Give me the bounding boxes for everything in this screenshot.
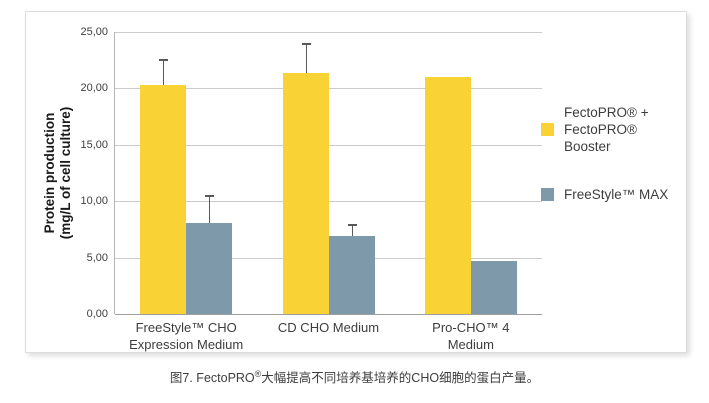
y-tick-label: 20,00: [80, 82, 108, 95]
y-axis-title: Protein production (mg/L of cell culture…: [42, 107, 74, 240]
bar-series1: [424, 77, 471, 314]
error-bar-line: [305, 44, 307, 73]
x-tick-label: FreeStyle™ CHO Expression Medium: [129, 320, 244, 352]
y-tick-label: 25,00: [80, 26, 108, 38]
legend-label: FreeStyle™ MAX: [564, 187, 669, 202]
y-tick-label: 15,00: [80, 138, 108, 151]
error-bar-line: [209, 195, 211, 223]
y-axis-title-line1: Protein production: [42, 112, 57, 234]
legend-swatch: [541, 188, 554, 201]
x-tick-label: Pro-CHO™ 4 Medium: [432, 320, 510, 352]
bar-series1: [282, 72, 329, 314]
gridline: [115, 201, 542, 203]
bar-series1: [140, 85, 187, 314]
legend-label: FectoPRO® + FectoPRO® Booster: [564, 105, 649, 154]
gridline: [115, 314, 542, 315]
bar-series2: [186, 222, 233, 314]
error-bar-cap: [347, 223, 357, 226]
registered-trademark-symbol: ®: [254, 368, 262, 379]
legend-swatch: [541, 123, 554, 136]
figure-caption-text: 大幅提高不同培养基培养的CHO细胞的蛋白产量。: [261, 371, 540, 385]
gridline: [115, 144, 542, 146]
figure-caption-prefix: 图7. FectoPRO: [169, 371, 255, 385]
error-bar-line: [351, 224, 353, 237]
bar-series2: [328, 236, 375, 314]
chart-panel: Protein production (mg/L of cell culture…: [25, 11, 687, 353]
y-tick-label: 0,00: [86, 308, 108, 320]
error-bar-cap: [205, 194, 215, 197]
y-axis-title-line2: (mg/L of cell culture): [58, 106, 73, 240]
x-tick-label: CD CHO Medium: [277, 320, 380, 335]
y-tick-label: 5,00: [86, 251, 108, 264]
legend-entry: FectoPRO® + FectoPRO® Booster: [541, 104, 686, 155]
figure-caption: 图7. FectoPRO®大幅提高不同培养基培养的CHO细胞的蛋白产量。: [0, 367, 709, 386]
error-bar-line: [163, 60, 165, 85]
legend-entry: FreeStyle™ MAX: [541, 186, 686, 203]
bar-series2: [470, 260, 517, 314]
gridline: [115, 88, 542, 90]
legend: FectoPRO® + FectoPRO® Booster FreeStyle™ …: [541, 104, 686, 203]
error-bar-cap: [159, 59, 169, 62]
gridline: [115, 32, 542, 33]
y-tick-label: 10,00: [80, 195, 108, 208]
plot-area: 0,00 5,00 10,00 15,00 20,00 25,00 FreeStyle™ C…: [80, 26, 542, 352]
error-bar-cap: [301, 43, 311, 46]
